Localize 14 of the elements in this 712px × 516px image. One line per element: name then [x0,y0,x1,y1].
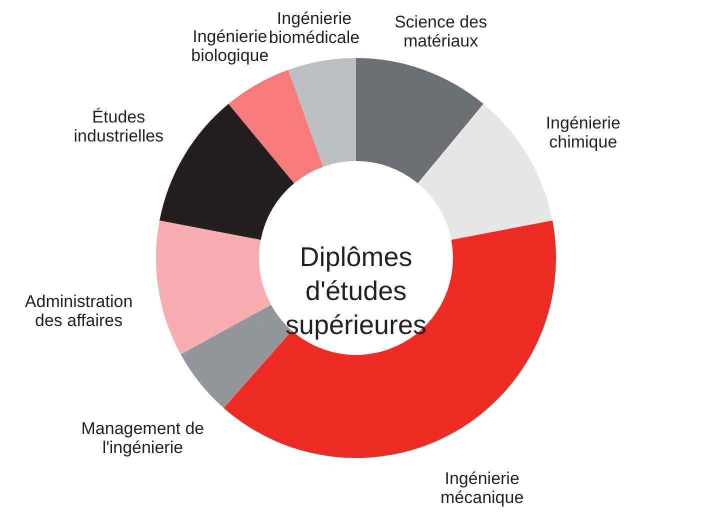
slice-label: Administration des affaires [24,292,133,330]
slice-label: Ingénierie chimique [546,114,620,152]
text: Diplômes d'études supérieures [285,242,427,340]
slice-label: Ingénierie mécanique [440,469,524,508]
slice-label: Ingénierie biomédicale [268,8,360,47]
slice-label: Ingénierie biologique [191,26,269,65]
slice-label: Études industrielles [74,108,164,146]
donut-slice [156,220,271,354]
donut-slice [356,58,484,184]
donut-slice [288,58,356,167]
donut-slice [228,70,324,184]
donut-slice [224,220,556,458]
slice-label: Science des matériaux [394,12,488,50]
slice-label: Management de l'ingénierie [81,418,204,457]
